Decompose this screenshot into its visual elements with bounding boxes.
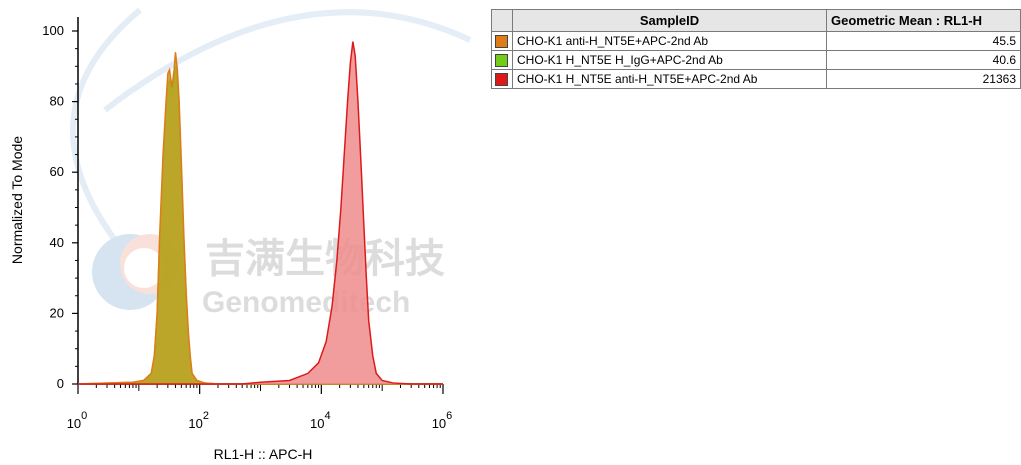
legend-swatch-red bbox=[495, 72, 508, 86]
legend-sample-name: CHO-K1 H_NT5E H_IgG+APC-2nd Ab bbox=[512, 50, 827, 70]
watermark-arc-top bbox=[103, 9, 472, 113]
legend-table: SampleID Geometric Mean : RL1-H CHO-K1 a… bbox=[491, 9, 1021, 89]
y-tick-label: 100 bbox=[42, 23, 64, 38]
legend-geo-mean: 45.5 bbox=[826, 31, 1021, 51]
series-area bbox=[78, 52, 443, 385]
legend-sample-name: CHO-K1 H_NT5E anti-H_NT5E+APC-2nd Ab bbox=[512, 69, 827, 89]
plot-series bbox=[77, 41, 443, 385]
legend-row: CHO-K1 anti-H_NT5E+APC-2nd Ab 45.5 bbox=[491, 31, 1021, 51]
x-axis-title: RL1-H :: APC-H bbox=[214, 446, 313, 462]
y-tick-label: 60 bbox=[50, 164, 64, 179]
legend-geo-mean: 40.6 bbox=[826, 50, 1021, 70]
series-area bbox=[78, 41, 443, 385]
y-tick-label: 0 bbox=[57, 376, 64, 391]
y-tick-label: 80 bbox=[50, 94, 64, 109]
legend-geo-mean: 21363 bbox=[826, 69, 1021, 89]
series-line bbox=[78, 41, 443, 385]
legend-row: CHO-K1 H_NT5E anti-H_NT5E+APC-2nd Ab 213… bbox=[491, 69, 1021, 89]
legend-swatch-green bbox=[495, 53, 508, 67]
watermark-en-text: Genomeditech bbox=[202, 286, 410, 319]
y-tick-label: 20 bbox=[50, 305, 64, 320]
watermark-cn-text: 吉满生物科技 bbox=[205, 237, 445, 281]
series-line bbox=[77, 66, 443, 385]
x-tick-label: 102 bbox=[188, 410, 209, 431]
y-axis-title: Normalized To Mode bbox=[9, 136, 25, 264]
legend-sample-name: CHO-K1 anti-H_NT5E+APC-2nd Ab bbox=[512, 31, 827, 51]
legend-header-sample: SampleID bbox=[512, 9, 827, 32]
legend-header-value: Geometric Mean : RL1-H bbox=[826, 9, 1021, 32]
legend-header-row: SampleID Geometric Mean : RL1-H bbox=[491, 9, 1021, 32]
series-area bbox=[78, 66, 443, 385]
y-ticks: 0 20 40 60 80 100 bbox=[42, 23, 78, 391]
watermark-arc-left bbox=[70, 7, 142, 242]
legend-swatch-orange bbox=[495, 34, 508, 48]
x-ticks: 100 102 104 106 bbox=[67, 384, 453, 431]
y-tick-label: 40 bbox=[50, 235, 64, 250]
x-tick-label: 100 bbox=[67, 410, 88, 431]
series-line bbox=[77, 52, 443, 385]
x-tick-label: 106 bbox=[432, 410, 453, 431]
legend-row: CHO-K1 H_NT5E H_IgG+APC-2nd Ab 40.6 bbox=[491, 50, 1021, 70]
watermark: 吉满生物科技 Genomeditech bbox=[70, 7, 472, 319]
x-tick-label: 104 bbox=[310, 410, 331, 431]
legend-header-swatch bbox=[491, 9, 513, 32]
